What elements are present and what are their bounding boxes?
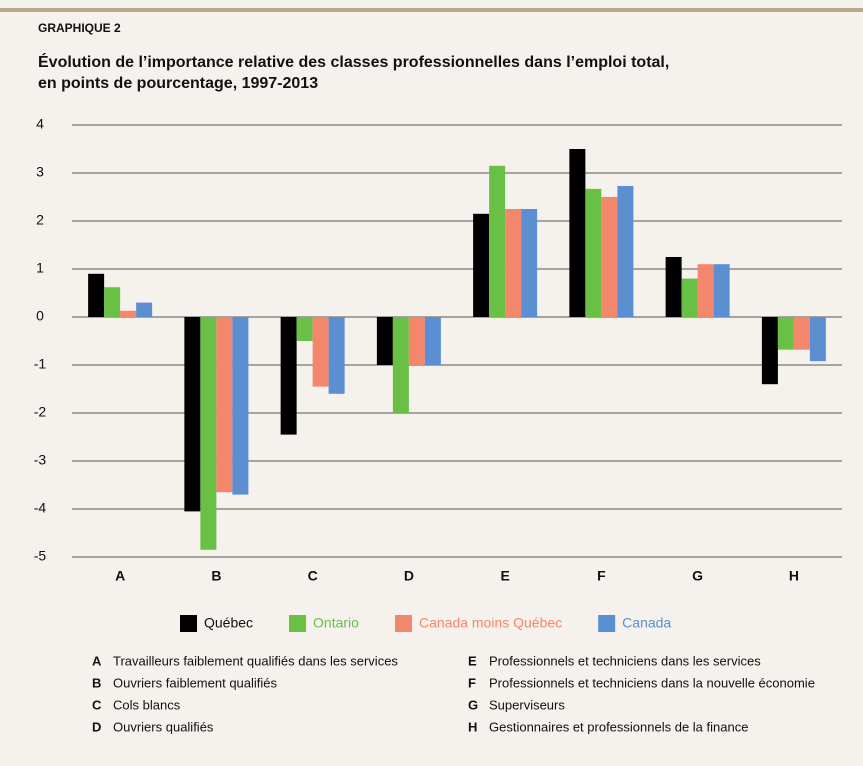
bar	[216, 317, 233, 493]
bar	[697, 264, 714, 317]
bar	[200, 317, 217, 550]
bar	[809, 317, 826, 362]
y-tick-label: 0	[36, 308, 44, 324]
y-tick-label: 2	[36, 212, 44, 228]
bar	[312, 317, 329, 387]
y-tick-label: -5	[34, 548, 47, 564]
bar	[713, 264, 730, 317]
bar	[392, 317, 409, 413]
x-tick-label: B	[211, 568, 221, 584]
note-text: Professionnels et techniciens dans les s…	[489, 653, 761, 668]
bar	[473, 213, 490, 317]
note-letter: A	[92, 653, 102, 668]
chart-label: GRAPHIQUE 2	[38, 21, 121, 35]
bar	[408, 317, 425, 365]
legend-label: Québec	[204, 615, 253, 631]
note-text: Gestionnaires et professionnels de la fi…	[489, 719, 748, 734]
legend-swatch	[598, 615, 616, 632]
y-tick-label: 3	[36, 164, 44, 180]
bar	[505, 209, 522, 317]
bar	[184, 317, 201, 512]
note-text: Travailleurs faiblement qualifiés dans l…	[113, 653, 398, 668]
note-letter: B	[92, 675, 101, 690]
bar	[489, 165, 506, 317]
x-tick-label: C	[308, 568, 318, 584]
bar	[617, 185, 634, 317]
bar	[104, 287, 121, 317]
note-text: Cols blancs	[113, 697, 181, 712]
legend-swatch	[289, 615, 307, 632]
y-tick-label: -4	[34, 500, 47, 516]
legend-label: Canada moins Québec	[419, 615, 562, 631]
bar	[601, 197, 618, 317]
bar	[328, 317, 345, 394]
bar	[681, 278, 698, 317]
note-letter: E	[468, 653, 477, 668]
x-tick-label: D	[404, 568, 414, 584]
x-tick-label: E	[500, 568, 509, 584]
y-tick-label: 4	[36, 116, 44, 132]
bar	[585, 188, 602, 317]
legend-label: Canada	[622, 615, 671, 631]
bar	[521, 209, 538, 317]
legend-swatch	[180, 615, 197, 632]
x-tick-label: G	[692, 568, 703, 584]
note-letter: D	[92, 719, 101, 734]
bar	[777, 317, 794, 350]
note-text: Professionnels et techniciens dans la no…	[489, 675, 815, 690]
bar	[136, 302, 153, 317]
bar	[665, 257, 682, 317]
y-tick-label: -3	[34, 452, 47, 468]
chart-title: en points de pourcentage, 1997-2013	[38, 75, 318, 92]
note-letter: G	[468, 697, 478, 712]
y-tick-label: -1	[34, 356, 47, 372]
bar	[569, 149, 586, 317]
x-tick-label: F	[597, 568, 606, 584]
bar	[424, 317, 441, 365]
bar	[376, 317, 393, 365]
chart-title: Évolution de l’importance relative des c…	[38, 52, 669, 71]
legend-swatch	[394, 615, 412, 632]
note-text: Ouvriers qualifiés	[113, 719, 214, 734]
y-tick-label: -2	[34, 404, 47, 420]
bar	[232, 317, 249, 495]
y-tick-label: 1	[36, 260, 44, 276]
note-letter: F	[468, 675, 476, 690]
bar	[88, 273, 105, 317]
bar	[296, 317, 313, 341]
bar	[280, 317, 297, 435]
bar	[793, 317, 810, 350]
top-rule	[0, 8, 863, 12]
note-text: Ouvriers faiblement qualifiés	[113, 675, 278, 690]
legend-label: Ontario	[313, 615, 359, 631]
note-text: Superviseurs	[489, 697, 565, 712]
note-letter: C	[92, 697, 102, 712]
x-tick-label: H	[789, 568, 799, 584]
bar	[120, 310, 137, 317]
bar	[761, 317, 778, 385]
note-letter: H	[468, 719, 477, 734]
x-tick-label: A	[115, 568, 125, 584]
